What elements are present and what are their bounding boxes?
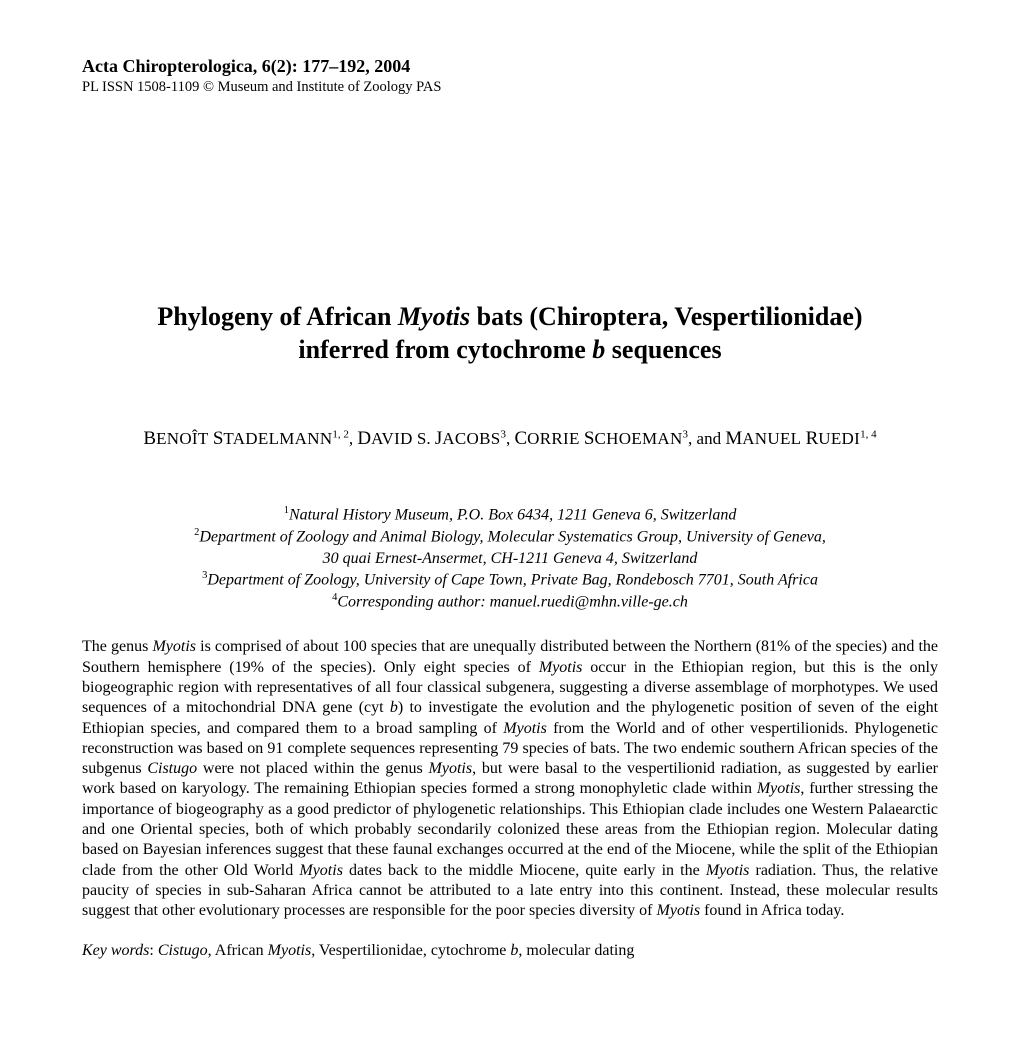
journal-citation: Acta Chiropterologica, 6(2): 177–192, 20… — [82, 56, 938, 77]
keywords-label: Key words — [82, 942, 149, 959]
keywords-line: Key words: Cistugo, African Myotis, Vesp… — [82, 942, 938, 960]
author-name: S — [213, 428, 224, 449]
affiliation-line: 30 quai Ernest-Ansermet, CH-1211 Geneva … — [82, 548, 938, 570]
journal-subline: PL ISSN 1508-1109 © Museum and Institute… — [82, 79, 938, 96]
author-name: ENOÎT — [156, 429, 208, 448]
abstract-italic: b — [390, 699, 398, 716]
title-text: inferred from cytochrome — [298, 335, 592, 364]
title-text: bats (Chiroptera, Vespertilionidae) — [470, 302, 862, 331]
affiliations-block: 1Natural History Museum, P.O. Box 6434, … — [82, 504, 938, 613]
abstract-paragraph: The genus Myotis is comprised of about 1… — [82, 637, 938, 921]
affiliation-line: 2Department of Zoology and Animal Biolog… — [82, 526, 938, 548]
affiliation-ref: 1, 2 — [332, 428, 349, 440]
author-name: D — [357, 428, 371, 449]
abstract-italic: Myotis — [539, 659, 583, 676]
keywords-text: : — [149, 942, 157, 959]
affiliation-line: 3Department of Zoology, University of Ca… — [82, 569, 938, 591]
affiliation-text: Corresponding author: manuel.ruedi@mhn.v… — [337, 594, 688, 611]
abstract-italic: Myotis — [657, 902, 701, 919]
keyword-italic: Myotis — [268, 942, 312, 959]
title-block: Phylogeny of African Myotis bats (Chirop… — [82, 301, 938, 366]
author-name: M — [725, 428, 742, 449]
affiliation-ref: 1, 4 — [860, 428, 877, 440]
affiliation-line: 1Natural History Museum, P.O. Box 6434, … — [82, 504, 938, 526]
authors-line: BENOÎT STADELMANN1, 2, DAVID S. JACOBS3,… — [82, 428, 938, 450]
affiliation-text: Department of Zoology and Animal Biology… — [199, 528, 826, 545]
keyword-italic: Cistugo — [158, 942, 208, 959]
author-name: B — [143, 428, 156, 449]
abstract-italic: Cistugo — [147, 760, 197, 777]
title-italic-b: b — [592, 335, 605, 364]
affiliation-text: Natural History Museum, P.O. Box 6434, 1… — [289, 506, 736, 523]
author-name: S — [584, 428, 595, 449]
author-name: ACOBS — [442, 429, 500, 448]
author-name: ANUEL — [742, 429, 801, 448]
author-name: CHOEMAN — [594, 429, 682, 448]
author-name: ORRIE — [527, 429, 580, 448]
title-text: Phylogeny of African — [157, 302, 398, 331]
author-name: R — [806, 428, 819, 449]
author-name: S. — [413, 429, 435, 448]
abstract-italic: Myotis — [152, 638, 196, 655]
keywords-text: , African — [208, 942, 268, 959]
abstract-text: found in Africa today. — [700, 902, 844, 919]
separator: , and — [688, 429, 725, 448]
paper-title: Phylogeny of African Myotis bats (Chirop… — [82, 301, 938, 366]
keywords-text: , molecular dating — [518, 942, 634, 959]
abstract-text: The genus — [82, 638, 152, 655]
abstract-italic: Myotis — [299, 862, 343, 879]
affiliation-text: 30 quai Ernest-Ansermet, CH-1211 Geneva … — [323, 550, 698, 567]
paper-page: Acta Chiropterologica, 6(2): 177–192, 20… — [0, 0, 1020, 1041]
abstract-italic: Myotis — [429, 760, 473, 777]
author-name: TADELMANN — [223, 429, 332, 448]
title-italic-myotis: Myotis — [398, 302, 470, 331]
abstract-text: dates back to the middle Miocene, quite … — [343, 862, 706, 879]
abstract-italic: Myotis — [757, 780, 801, 797]
title-text: sequences — [605, 335, 721, 364]
affiliation-text: Department of Zoology, University of Cap… — [207, 572, 818, 589]
author-name: AVID — [371, 429, 413, 448]
author-name: UEDI — [818, 429, 860, 448]
affiliation-line: 4Corresponding author: manuel.ruedi@mhn.… — [82, 591, 938, 613]
abstract-italic: Myotis — [503, 720, 547, 737]
author-name: C — [514, 428, 527, 449]
abstract-text: were not placed within the genus — [197, 760, 428, 777]
keywords-text: , Vespertilionidae, cytochrome — [311, 942, 510, 959]
abstract-italic: Myotis — [706, 862, 750, 879]
